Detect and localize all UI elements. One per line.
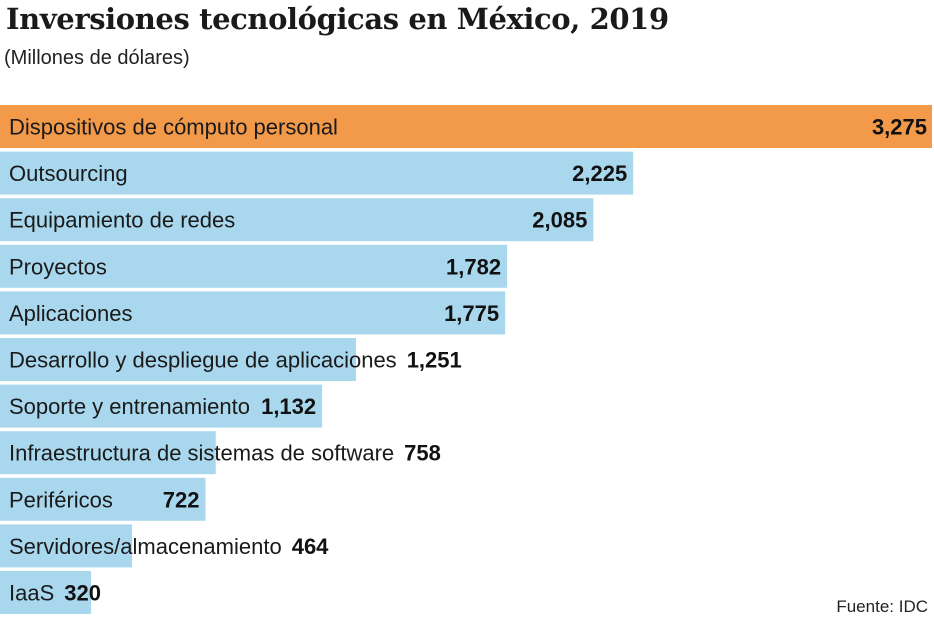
- bar-value-2: 2,085: [532, 208, 587, 233]
- bar-label-9: Servidores/almacenamiento: [9, 534, 282, 559]
- bar-value-10: 320: [64, 581, 101, 606]
- bar-value-6: 1,132: [261, 394, 316, 419]
- bar-10: [0, 571, 92, 614]
- chart-title: Inversiones tecnológicas en México, 2019: [6, 2, 669, 36]
- bar-2: [0, 198, 594, 242]
- bar-1: [0, 151, 634, 195]
- bar-value-0: 3,275: [872, 115, 927, 140]
- bar-value-7: 758: [404, 441, 441, 466]
- bar-label-4: Aplicaciones: [9, 301, 133, 326]
- bar-value-1: 2,225: [572, 161, 627, 186]
- bar-label-6: Soporte y entrenamiento: [9, 394, 250, 419]
- bar-9: [0, 524, 133, 568]
- bar-4: [0, 291, 506, 335]
- bar-label-8: Periféricos: [9, 487, 113, 512]
- bar-value-8: 722: [163, 487, 200, 512]
- source-note: Fuente: IDC: [836, 597, 928, 616]
- bar-label-2: Equipamiento de redes: [9, 208, 235, 233]
- bar-0: [0, 105, 932, 148]
- bar-label-10: IaaS: [9, 581, 54, 606]
- bar-7: [0, 431, 216, 475]
- chart-subtitle: (Millones de dólares): [4, 47, 190, 69]
- bar-6: [0, 384, 323, 428]
- bar-5: [0, 338, 357, 381]
- bar-value-4: 1,775: [444, 301, 499, 326]
- bar-label-5: Desarrollo y despliegue de aplicaciones: [9, 348, 397, 373]
- bar-3: [0, 244, 508, 288]
- bar-value-5: 1,251: [407, 348, 462, 373]
- bar-value-9: 464: [292, 534, 329, 559]
- bar-label-0: Dispositivos de cómputo personal: [9, 115, 338, 140]
- bar-8: [0, 477, 206, 521]
- bar-label-3: Proyectos: [9, 254, 107, 279]
- bar-label-7: Infraestructura de sistemas de software: [9, 441, 394, 466]
- bar-value-3: 1,782: [446, 254, 501, 279]
- bar-label-1: Outsourcing: [9, 161, 128, 186]
